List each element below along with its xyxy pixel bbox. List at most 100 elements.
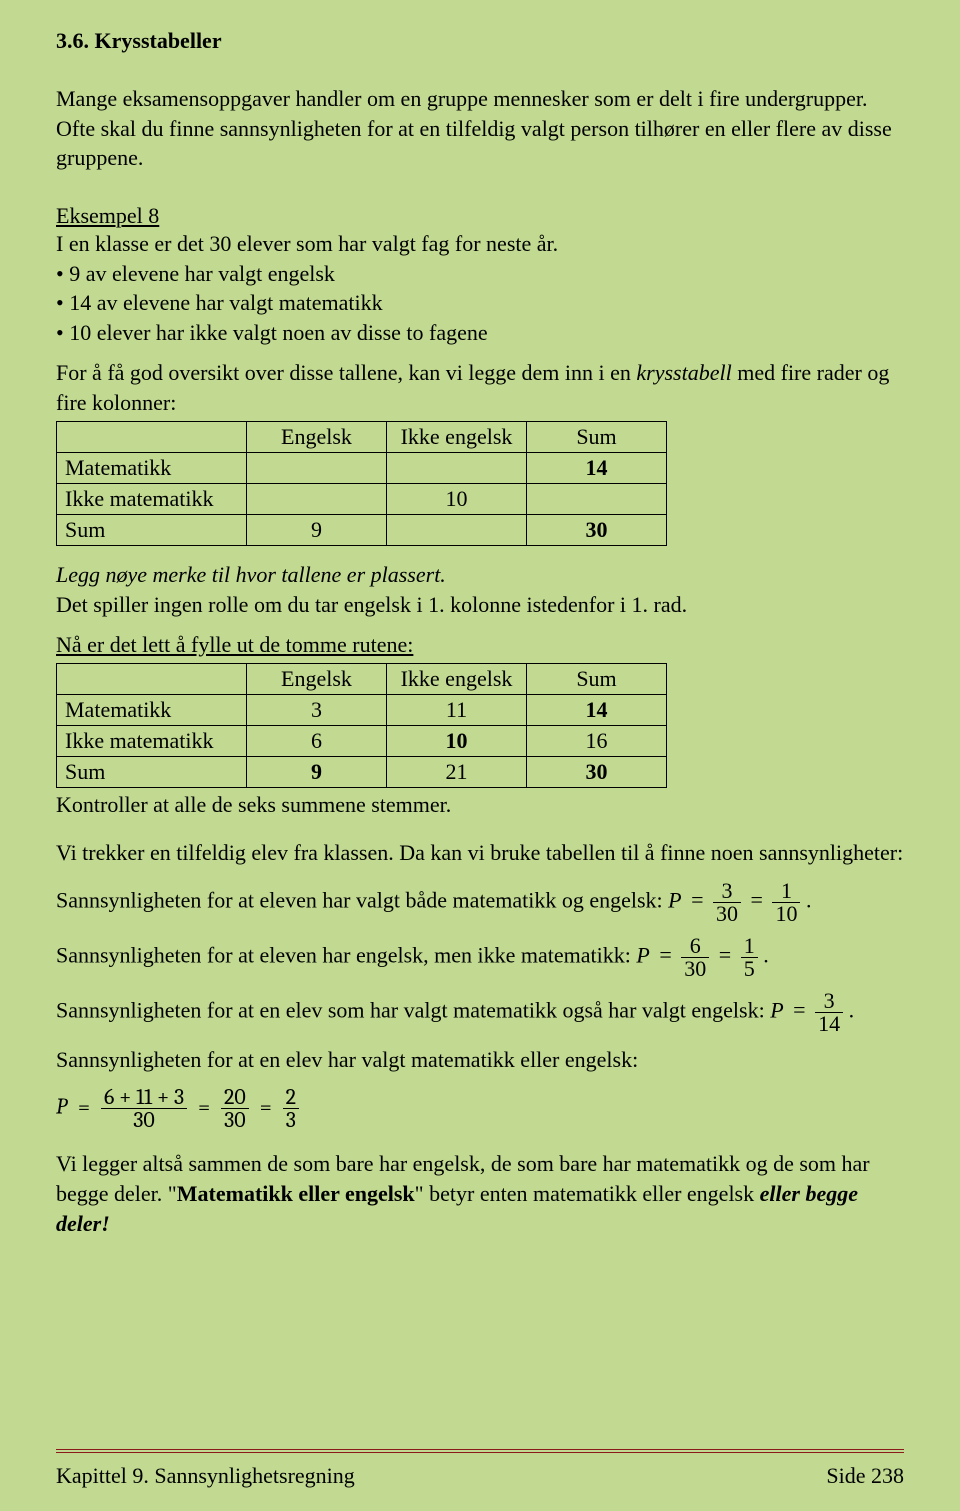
t2-r2c3: 30 <box>527 757 667 788</box>
t1-r1c0: Ikke matematikk <box>57 484 247 515</box>
trekker: Vi trekker en tilfeldig elev fra klassen… <box>56 838 904 868</box>
page-footer: Kapittel 9. Sannsynlighetsregning Side 2… <box>56 1449 904 1489</box>
p3-text: Sannsynligheten for at en elev som har v… <box>56 997 770 1022</box>
p3-d: 14 <box>815 1013 843 1035</box>
p2-n1: 6 <box>681 935 709 958</box>
eq: = <box>192 1094 216 1120</box>
bullet-2: • 14 av elevene har valgt matematikk <box>56 288 904 318</box>
dot: . <box>849 997 855 1022</box>
p1-d2: 10 <box>772 903 800 925</box>
closing-para: Vi legger altså sammen de som bare har e… <box>56 1149 904 1238</box>
p-symbol: P <box>770 997 783 1022</box>
cross-table-1: Engelsk Ikke engelsk Sum Matematikk 14 I… <box>56 421 667 546</box>
t1-r2c0: Sum <box>57 515 247 546</box>
p-symbol: P <box>668 887 681 912</box>
section-title: 3.6. Krysstabeller <box>56 28 904 54</box>
p1-n2: 1 <box>772 880 800 903</box>
example-intro: I en klasse er det 30 elever som har val… <box>56 229 904 259</box>
p4-text: Sannsynligheten for at en elev har valgt… <box>56 1045 904 1075</box>
eq: = <box>687 887 707 912</box>
t1-r0c3: 14 <box>527 453 667 484</box>
p1-text: Sannsynligheten for at eleven har valgt … <box>56 887 668 912</box>
prob-line-4: P = 6 + 11 + 330 = 2030 = 23 <box>56 1086 904 1131</box>
closing-b: " betyr enten matematikk eller engelsk <box>415 1181 760 1206</box>
p4-n1: 6 + 11 + 3 <box>101 1086 187 1109</box>
p4-n2: 20 <box>221 1086 249 1109</box>
eq: = <box>715 942 735 967</box>
dot: . <box>806 887 812 912</box>
example-label: Eksempel 8 <box>56 203 904 229</box>
p4-d2: 30 <box>221 1109 249 1131</box>
p2-d1: 30 <box>681 958 709 980</box>
t1-r2c1: 9 <box>247 515 387 546</box>
t1-r2c2 <box>387 515 527 546</box>
page: 3.6. Krysstabeller Mange eksamensoppgave… <box>0 0 960 1511</box>
prob-line-3: Sannsynligheten for at en elev som har v… <box>56 990 904 1035</box>
p1-d1: 30 <box>713 903 741 925</box>
fill-intro: Nå er det lett å fylle ut de tomme ruten… <box>56 630 904 660</box>
t2-r1c0: Ikke matematikk <box>57 726 247 757</box>
p1-frac2: 110 <box>772 880 800 925</box>
eq: = <box>789 997 809 1022</box>
cross-para-a: For å få god oversikt over disse tallene… <box>56 360 636 385</box>
t2-r0c0: Matematikk <box>57 695 247 726</box>
t1-r1c2: 10 <box>387 484 527 515</box>
t1-r0c2 <box>387 453 527 484</box>
t1-r2c3: 30 <box>527 515 667 546</box>
p-symbol: P <box>636 942 649 967</box>
t2-h1: Engelsk <box>247 664 387 695</box>
p2-d2: 5 <box>741 958 758 980</box>
t2-r0c3: 14 <box>527 695 667 726</box>
t2-r2c2: 21 <box>387 757 527 788</box>
bullet-3: • 10 elever har ikke valgt noen av disse… <box>56 318 904 348</box>
footer-right: Side 238 <box>826 1463 904 1489</box>
t2-r0c2: 11 <box>387 695 527 726</box>
p1-frac1: 330 <box>713 880 741 925</box>
cross-para: For å få god oversikt over disse tallene… <box>56 358 904 417</box>
p4-frac1: 6 + 11 + 330 <box>101 1086 187 1131</box>
t2-r1c2: 10 <box>387 726 527 757</box>
p3-frac: 314 <box>815 990 843 1035</box>
t1-h1: Engelsk <box>247 422 387 453</box>
t2-r2c1: 9 <box>247 757 387 788</box>
kontroller: Kontroller at alle de seks summene stemm… <box>56 790 904 820</box>
p1-n1: 3 <box>713 880 741 903</box>
krysstabell-word: krysstabell <box>636 360 731 385</box>
p2-n2: 1 <box>741 935 758 958</box>
p2-frac1: 630 <box>681 935 709 980</box>
p-symbol: P <box>56 1094 67 1120</box>
t1-h2: Ikke engelsk <box>387 422 527 453</box>
eq: = <box>655 942 675 967</box>
t1-r1c3 <box>527 484 667 515</box>
p2-frac2: 15 <box>741 935 758 980</box>
t2-r1c1: 6 <box>247 726 387 757</box>
t2-h3: Sum <box>527 664 667 695</box>
t1-h0 <box>57 422 247 453</box>
footer-left: Kapittel 9. Sannsynlighetsregning <box>56 1463 355 1489</box>
t2-r2c0: Sum <box>57 757 247 788</box>
p4-n3: 2 <box>283 1086 299 1109</box>
t1-r0c1 <box>247 453 387 484</box>
t1-r1c1 <box>247 484 387 515</box>
eq: = <box>747 887 767 912</box>
t2-h2: Ikke engelsk <box>387 664 527 695</box>
dot: . <box>763 942 769 967</box>
prob-line-2: Sannsynligheten for at eleven har engels… <box>56 935 904 980</box>
p2-text: Sannsynligheten for at eleven har engels… <box>56 942 636 967</box>
p3-n: 3 <box>815 990 843 1013</box>
t1-h3: Sum <box>527 422 667 453</box>
bullet-1: • 9 av elevene har valgt engelsk <box>56 259 904 289</box>
fill-intro-text: Nå er det lett å fylle ut de tomme ruten… <box>56 632 413 657</box>
t2-r1c3: 16 <box>527 726 667 757</box>
t2-h0 <box>57 664 247 695</box>
p4-frac3: 23 <box>283 1086 299 1131</box>
intro-paragraph: Mange eksamensoppgaver handler om en gru… <box>56 84 904 173</box>
eq: = <box>254 1094 278 1120</box>
prob-line-1: Sannsynligheten for at eleven har valgt … <box>56 880 904 925</box>
p4-frac2: 2030 <box>221 1086 249 1131</box>
eq: = <box>72 1094 96 1120</box>
p4-d1: 30 <box>101 1109 187 1131</box>
cross-table-2: Engelsk Ikke engelsk Sum Matematikk 3 11… <box>56 663 667 788</box>
p4-d3: 3 <box>283 1109 299 1131</box>
closing-bold: Matematikk eller engelsk <box>177 1181 415 1206</box>
